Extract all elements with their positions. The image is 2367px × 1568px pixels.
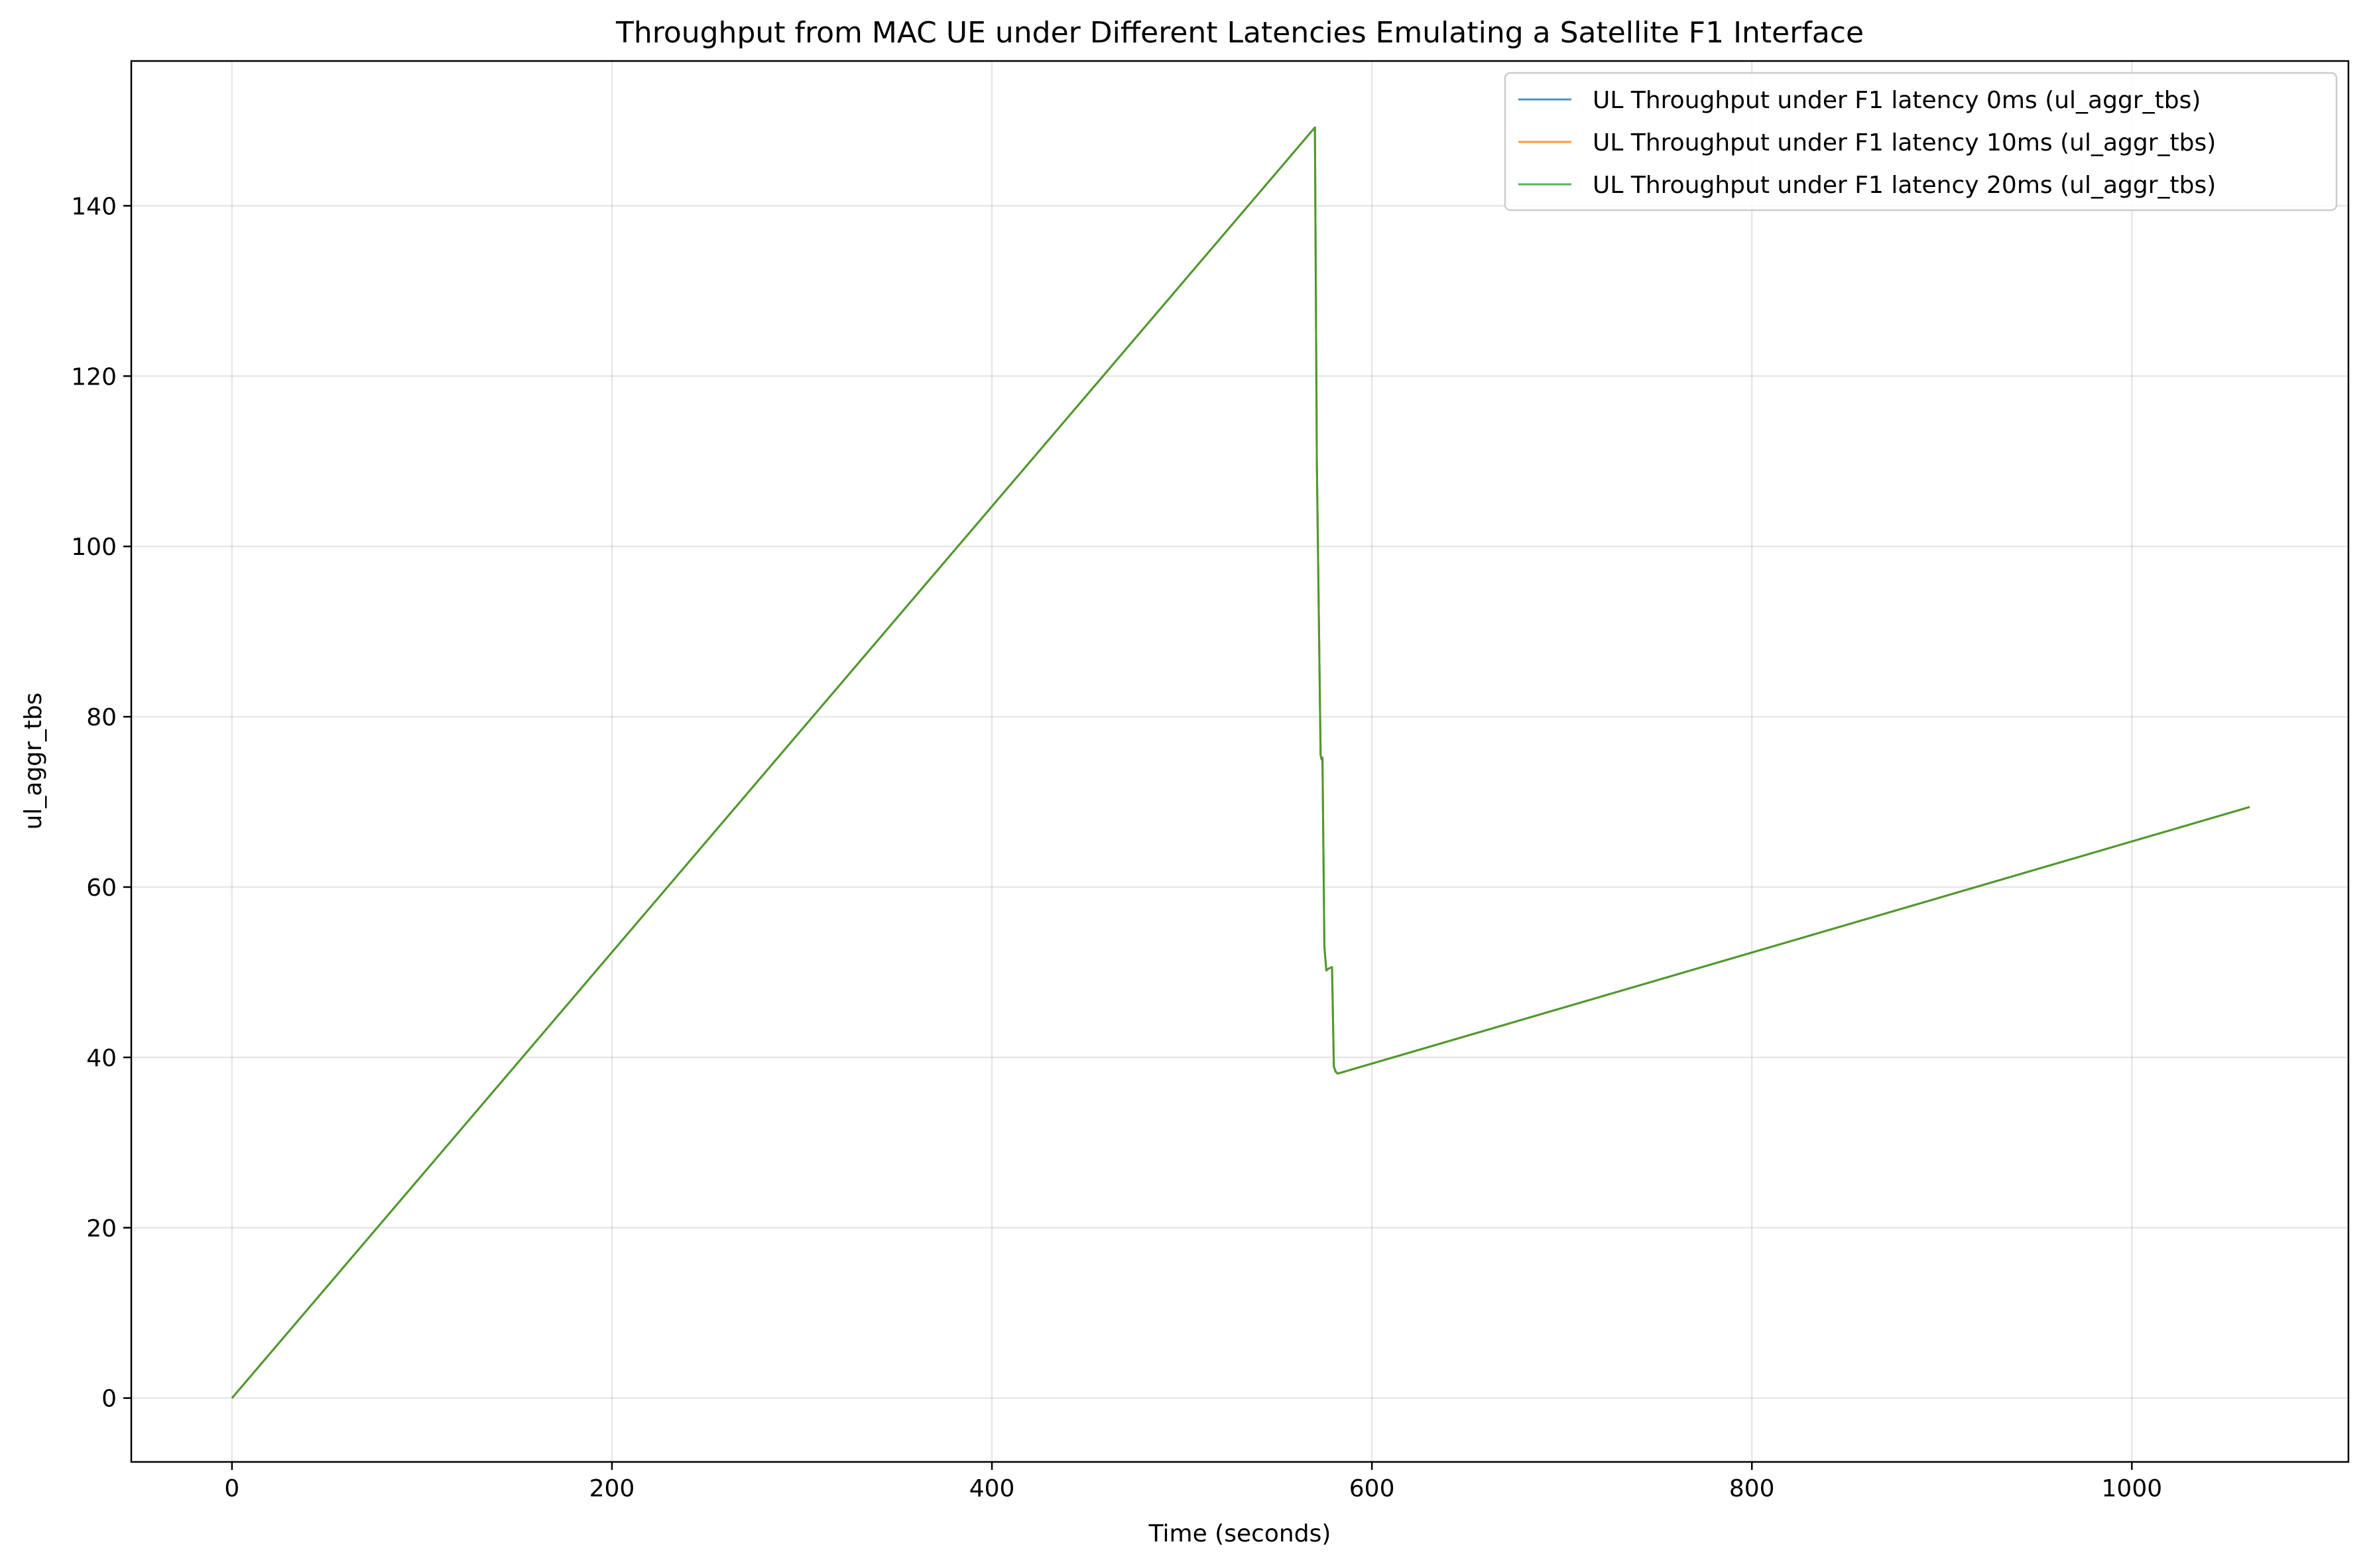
- x-tick-label: 1000: [2102, 1475, 2163, 1502]
- series-line-2: [231, 126, 2250, 1399]
- x-axis-ticks: 0 200 400 600 800 1000: [224, 1462, 2162, 1502]
- y-tick-label: 0: [101, 1386, 117, 1413]
- x-axis-label: Time (seconds): [1148, 1520, 1331, 1547]
- y-tick-label: 140: [71, 193, 117, 220]
- x-tick-label: 400: [969, 1475, 1015, 1502]
- legend-box: [1504, 72, 2338, 211]
- y-tick-label: 80: [86, 704, 117, 731]
- legend-label-2: UL Throughput under F1 latency 20ms (ul_…: [1593, 172, 2216, 199]
- plot-frame: [130, 60, 2350, 1463]
- x-tick-label: 0: [224, 1475, 239, 1502]
- plot-lines: [231, 126, 2250, 1399]
- x-tick-label: 200: [589, 1475, 635, 1502]
- x-tick-label: 800: [1729, 1475, 1775, 1502]
- y-axis-label: ul_aggr_tbs: [20, 692, 47, 829]
- legend-entries: UL Throughput under F1 latency 0ms (ul_a…: [1518, 87, 2216, 199]
- y-axis-ticks: 0 20 40 60 80 100 120 140: [71, 193, 131, 1413]
- y-tick-label: 60: [86, 874, 117, 902]
- y-tick-label: 100: [71, 534, 117, 561]
- y-tick-label: 120: [71, 363, 117, 391]
- legend-label-0: UL Throughput under F1 latency 0ms (ul_a…: [1593, 87, 2201, 114]
- x-tick-label: 600: [1349, 1475, 1395, 1502]
- legend-label-1: UL Throughput under F1 latency 10ms (ul_…: [1593, 129, 2216, 156]
- y-tick-label: 40: [86, 1045, 117, 1072]
- legend: UL Throughput under F1 latency 0ms (ul_a…: [1504, 72, 2338, 211]
- chart-title: Throughput from MAC UE under Different L…: [615, 16, 1864, 50]
- y-tick-label: 20: [86, 1215, 117, 1242]
